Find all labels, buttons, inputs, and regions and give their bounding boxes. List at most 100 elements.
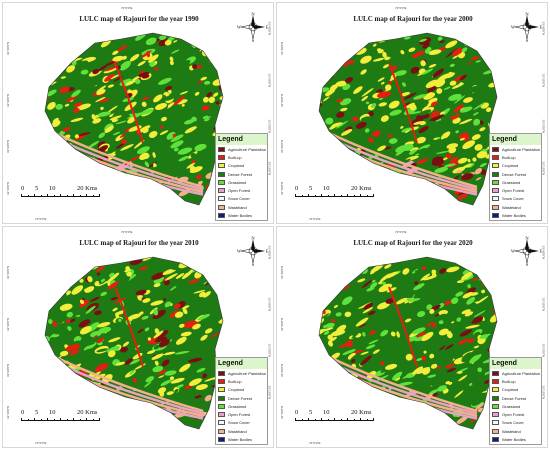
legend-label: Water Bodies: [228, 213, 252, 219]
map-title: LULC map of Rajouri for the year 2000: [353, 15, 473, 23]
scale-label: 5: [309, 409, 313, 416]
scale-tick: [321, 417, 322, 421]
scale-tick: [53, 418, 55, 421]
legend-swatch: [492, 188, 499, 194]
scale-label: 20 Kms: [351, 409, 372, 416]
scale-tick: [60, 417, 61, 421]
scale-tick: [334, 417, 335, 421]
legend-swatch: [492, 378, 499, 384]
legend-item: Wasteland: [216, 203, 267, 211]
legend-label: Water Bodies: [502, 213, 526, 219]
legend-swatch: [492, 163, 499, 169]
legend-swatch: [218, 378, 225, 384]
longitude-label-top: 74°0'0"E: [121, 230, 133, 234]
legend-label: Wasteland: [502, 204, 521, 210]
compass-label-n: N: [251, 236, 255, 241]
legend-swatch: [492, 437, 499, 443]
scale-tick: [73, 417, 74, 421]
legend-label: Dense Forest: [228, 395, 253, 401]
legend-swatch: [492, 412, 499, 418]
legend-swatch: [218, 387, 225, 393]
legend-item: Grassland: [490, 178, 541, 186]
map-panel-1990: LULC map of Rajouri for the year 1990 74°…: [2, 2, 274, 224]
compass-label-w: W: [511, 25, 516, 30]
legend-item: Dense Forest: [490, 394, 541, 402]
legend-item: Grassland: [216, 402, 267, 410]
scale-tick: [47, 193, 48, 197]
scale-label: 10: [49, 185, 56, 192]
legend-item: Built-up: [490, 153, 541, 161]
scale-tick: [47, 417, 48, 421]
legend: Legend Agriculture Plantation Built-up Crop…: [489, 357, 542, 445]
scale-label: 0: [21, 185, 25, 192]
scale-tick: [347, 417, 348, 421]
legend-item: Open Forest: [490, 186, 541, 194]
legend-item: Water Bodies: [216, 435, 267, 443]
legend-label: Built-up: [228, 154, 242, 160]
legend-item: Snow Cover: [490, 195, 541, 203]
legend-swatch: [218, 395, 225, 401]
scale-tick: [27, 418, 29, 421]
legend-item: Built-up: [490, 377, 541, 385]
legend-swatch: [218, 370, 225, 376]
compass-label-s: S: [526, 38, 529, 43]
legend-label: Snow Cover: [502, 420, 524, 426]
compass-label-n: N: [251, 12, 255, 17]
legend-label: Built-up: [502, 154, 516, 160]
legend-label: Cropland: [502, 387, 519, 393]
legend-item: Wasteland: [216, 427, 267, 435]
scale-tick: [40, 194, 42, 197]
legend-item: Cropland: [216, 162, 267, 170]
north-arrow: N S W E: [511, 11, 543, 44]
legend-item: Cropland: [490, 386, 541, 394]
scale-tick: [334, 193, 335, 197]
scale-tick: [92, 418, 94, 421]
scale-tick: [60, 193, 61, 197]
legend-swatch: [218, 412, 225, 418]
compass-label-s: S: [526, 262, 529, 267]
map-title: LULC map of Rajouri for the year 2020: [353, 239, 473, 247]
legend-label: Agriculture Plantation: [228, 370, 267, 376]
scale-tick: [92, 194, 94, 197]
legend-label: Agriculture Plantation: [502, 146, 541, 152]
legend-heading: Legend: [490, 134, 541, 145]
compass-rose-icon: N S W E: [511, 236, 543, 268]
legend-label: Dense Forest: [502, 171, 527, 177]
compass-label-s: S: [252, 262, 255, 267]
scale-tick: [73, 193, 74, 197]
scale-label: 10: [323, 185, 330, 192]
scale-label: 20 Kms: [351, 185, 372, 192]
scale-tick: [353, 418, 355, 421]
legend-item: Open Forest: [490, 410, 541, 418]
north-arrow: N S W E: [511, 235, 543, 268]
legend-swatch: [218, 428, 225, 434]
legend-swatch: [218, 188, 225, 194]
scale-tick: [99, 417, 100, 421]
legend-item: Water Bodies: [490, 435, 541, 443]
legend-item: Wasteland: [490, 203, 541, 211]
legend-label: Agriculture Plantation: [502, 370, 541, 376]
lulc-map: [44, 32, 224, 206]
legend-swatch: [218, 179, 225, 185]
compass-label-s: S: [252, 38, 255, 43]
scale-label: 5: [309, 185, 313, 192]
legend-item: Open Forest: [216, 410, 267, 418]
scale-tick: [21, 417, 22, 421]
compass-label-n: N: [525, 236, 529, 241]
legend-label: Agriculture Plantation: [228, 146, 267, 152]
legend-label: Grassland: [502, 403, 521, 409]
compass-label-e: E: [266, 25, 269, 30]
legend-swatch: [218, 196, 225, 202]
map-panel-2000: LULC map of Rajouri for the year 2000 74°…: [276, 2, 548, 224]
scale-tick: [340, 194, 342, 197]
legend-swatch: [492, 420, 499, 426]
legend-label: Water Bodies: [228, 437, 252, 443]
longitude-label-bottom: 74°0'0"E: [35, 441, 47, 445]
legend-label: Open Forest: [228, 412, 251, 418]
legend: Legend Agriculture Plantation Built-up Crop…: [215, 357, 268, 445]
legend-item: Snow Cover: [216, 419, 267, 427]
compass-label-w: W: [237, 249, 242, 254]
legend-heading: Legend: [490, 358, 541, 369]
map-panel-2020: LULC map of Rajouri for the year 2020 74°…: [276, 226, 548, 448]
legend-swatch: [492, 370, 499, 376]
